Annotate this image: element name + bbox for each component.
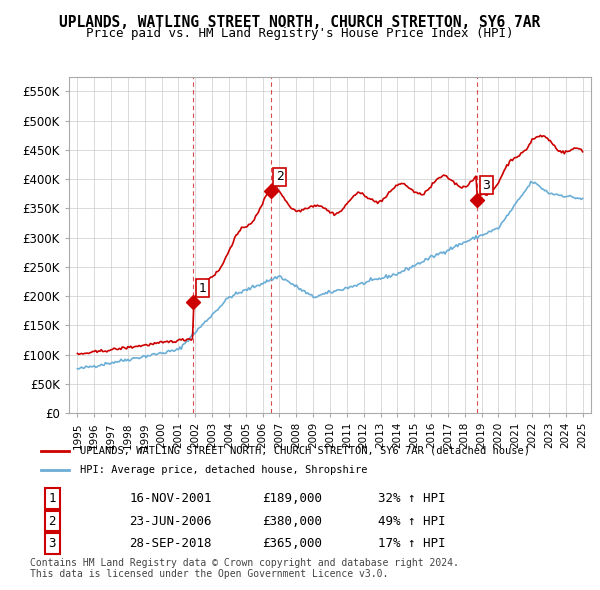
Text: 2: 2 <box>276 171 284 183</box>
Text: 1: 1 <box>49 492 56 505</box>
Text: 3: 3 <box>482 179 490 192</box>
Text: 32% ↑ HPI: 32% ↑ HPI <box>378 492 445 505</box>
Text: £380,000: £380,000 <box>262 514 322 527</box>
Text: Contains HM Land Registry data © Crown copyright and database right 2024.: Contains HM Land Registry data © Crown c… <box>30 558 459 568</box>
Text: 17% ↑ HPI: 17% ↑ HPI <box>378 537 445 550</box>
Text: Price paid vs. HM Land Registry's House Price Index (HPI): Price paid vs. HM Land Registry's House … <box>86 27 514 40</box>
Text: 28-SEP-2018: 28-SEP-2018 <box>130 537 212 550</box>
Text: 16-NOV-2001: 16-NOV-2001 <box>130 492 212 505</box>
Text: 2: 2 <box>49 514 56 527</box>
Text: 23-JUN-2006: 23-JUN-2006 <box>130 514 212 527</box>
Text: This data is licensed under the Open Government Licence v3.0.: This data is licensed under the Open Gov… <box>30 569 388 579</box>
Text: £365,000: £365,000 <box>262 537 322 550</box>
Text: HPI: Average price, detached house, Shropshire: HPI: Average price, detached house, Shro… <box>80 465 367 475</box>
Text: 49% ↑ HPI: 49% ↑ HPI <box>378 514 445 527</box>
Text: UPLANDS, WATLING STREET NORTH, CHURCH STRETTON, SY6 7AR (detached house): UPLANDS, WATLING STREET NORTH, CHURCH ST… <box>80 445 530 455</box>
Text: £189,000: £189,000 <box>262 492 322 505</box>
Text: UPLANDS, WATLING STREET NORTH, CHURCH STRETTON, SY6 7AR: UPLANDS, WATLING STREET NORTH, CHURCH ST… <box>59 15 541 30</box>
Text: 3: 3 <box>49 537 56 550</box>
Text: 1: 1 <box>199 282 206 295</box>
